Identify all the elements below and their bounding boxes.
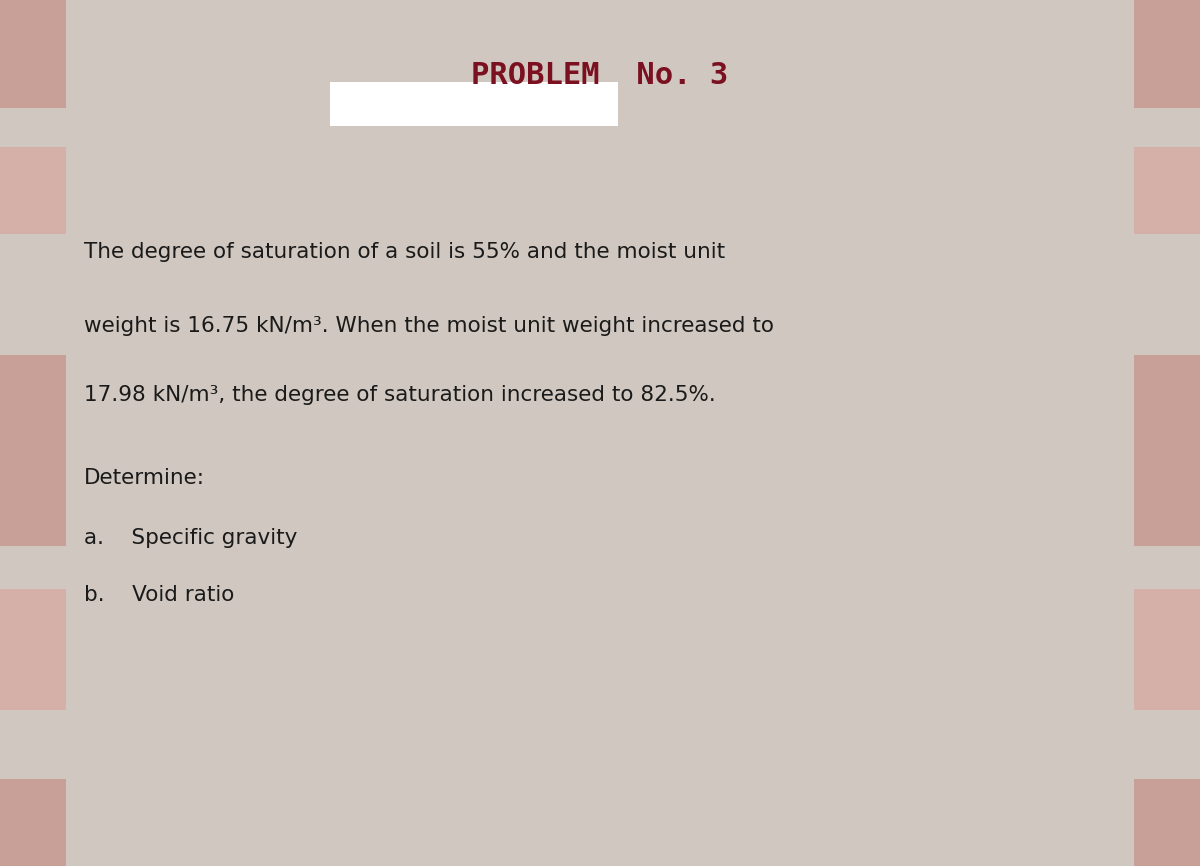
Bar bbox=[0, 355, 66, 546]
Text: Determine:: Determine: bbox=[84, 468, 205, 488]
Text: The degree of saturation of a soil is 55% and the moist unit: The degree of saturation of a soil is 55… bbox=[84, 242, 725, 262]
Text: weight is 16.75 kN/m³. When the moist unit weight increased to: weight is 16.75 kN/m³. When the moist un… bbox=[84, 316, 774, 336]
Text: b.    Void ratio: b. Void ratio bbox=[84, 585, 234, 604]
Bar bbox=[1134, 147, 1200, 234]
Bar bbox=[1134, 589, 1200, 710]
Bar bbox=[0, 147, 66, 234]
Bar bbox=[1134, 0, 1200, 108]
Bar bbox=[1134, 779, 1200, 866]
Bar bbox=[0, 589, 66, 710]
Bar bbox=[0, 779, 66, 866]
Text: PROBLEM  No. 3: PROBLEM No. 3 bbox=[472, 61, 728, 89]
Bar bbox=[0, 0, 66, 108]
Bar bbox=[330, 82, 618, 126]
Text: a.    Specific gravity: a. Specific gravity bbox=[84, 528, 298, 548]
Text: 17.98 kN/m³, the degree of saturation increased to 82.5%.: 17.98 kN/m³, the degree of saturation in… bbox=[84, 385, 715, 405]
Bar bbox=[1134, 355, 1200, 546]
